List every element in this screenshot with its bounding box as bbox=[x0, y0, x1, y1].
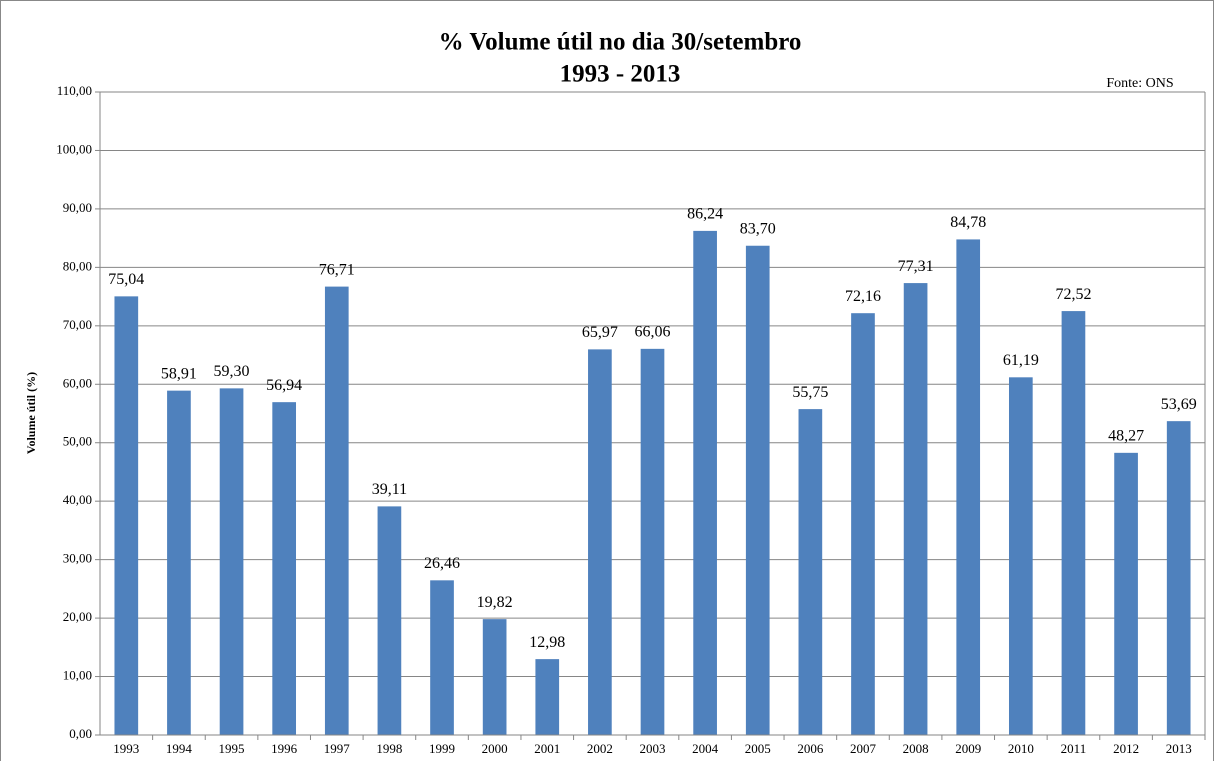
x-tick-label: 2008 bbox=[903, 741, 929, 756]
x-tick-label: 2003 bbox=[640, 741, 666, 756]
y-tick-label: 0,00 bbox=[69, 726, 92, 741]
x-tick-label: 2011 bbox=[1061, 741, 1087, 756]
y-tick-label: 40,00 bbox=[63, 492, 92, 507]
value-label: 39,11 bbox=[372, 481, 407, 498]
x-tick-label: 2010 bbox=[1008, 741, 1034, 756]
y-tick-label: 20,00 bbox=[63, 609, 92, 624]
y-tick-label: 100,00 bbox=[56, 141, 92, 156]
x-tick-label: 2001 bbox=[534, 741, 560, 756]
x-tick-label: 2009 bbox=[955, 741, 981, 756]
value-label: 84,78 bbox=[950, 214, 986, 231]
bar bbox=[482, 619, 507, 735]
source-note: Fonte: ONS bbox=[1106, 76, 1173, 91]
x-tick-label: 2002 bbox=[587, 741, 613, 756]
y-axis-label: Volume útil (%) bbox=[24, 372, 38, 454]
bar bbox=[640, 348, 665, 735]
value-label: 86,24 bbox=[687, 206, 723, 223]
value-label: 12,98 bbox=[529, 634, 565, 651]
bar bbox=[1114, 452, 1138, 735]
x-tick-label: 2006 bbox=[797, 741, 824, 756]
y-tick-label: 10,00 bbox=[63, 668, 92, 683]
bar bbox=[377, 506, 402, 735]
bar bbox=[272, 402, 297, 735]
x-tick-label: 2007 bbox=[850, 741, 877, 756]
value-label: 66,06 bbox=[635, 324, 671, 341]
bar bbox=[1008, 377, 1033, 735]
y-tick-label: 110,00 bbox=[57, 83, 92, 98]
value-label: 53,69 bbox=[1161, 396, 1197, 413]
x-tick-label: 2012 bbox=[1113, 741, 1139, 756]
y-tick-label: 80,00 bbox=[63, 258, 92, 273]
value-label: 59,30 bbox=[214, 363, 250, 380]
x-tick-label: 1996 bbox=[271, 741, 298, 756]
value-label: 58,91 bbox=[161, 365, 197, 382]
bar bbox=[903, 283, 928, 735]
bar bbox=[693, 230, 717, 735]
bar bbox=[956, 239, 981, 735]
y-tick-label: 30,00 bbox=[63, 551, 92, 566]
value-label: 76,71 bbox=[319, 261, 355, 278]
x-tick-label: 1999 bbox=[429, 741, 455, 756]
bar bbox=[1061, 311, 1086, 735]
value-label: 72,16 bbox=[845, 288, 881, 305]
y-tick-label: 70,00 bbox=[63, 317, 92, 332]
value-label: 72,52 bbox=[1055, 286, 1091, 303]
value-label: 75,04 bbox=[108, 271, 144, 288]
chart-subtitle: 1993 - 2013 bbox=[560, 61, 681, 88]
x-tick-label: 2005 bbox=[745, 741, 771, 756]
y-tick-label: 90,00 bbox=[63, 200, 92, 215]
value-label: 61,19 bbox=[1003, 352, 1039, 369]
value-label: 65,97 bbox=[582, 324, 618, 341]
bar bbox=[745, 245, 770, 735]
x-tick-label: 2013 bbox=[1166, 741, 1192, 756]
value-label: 55,75 bbox=[792, 384, 828, 401]
x-tick-label: 1994 bbox=[166, 741, 193, 756]
chart-title: % Volume útil no dia 30/setembro bbox=[439, 29, 802, 56]
bar bbox=[114, 296, 139, 735]
bar bbox=[851, 313, 875, 735]
value-label: 56,94 bbox=[266, 377, 302, 394]
value-label: 48,27 bbox=[1108, 428, 1144, 445]
bar bbox=[430, 580, 454, 735]
x-tick-label: 2004 bbox=[692, 741, 719, 756]
x-tick-label: 1997 bbox=[324, 741, 351, 756]
bar bbox=[588, 349, 612, 735]
bar bbox=[1166, 421, 1191, 735]
y-tick-label: 60,00 bbox=[63, 375, 92, 390]
value-label: 26,46 bbox=[424, 555, 460, 572]
y-tick-label: 50,00 bbox=[63, 434, 92, 449]
value-label: 19,82 bbox=[477, 594, 513, 611]
x-tick-label: 1995 bbox=[219, 741, 245, 756]
bar bbox=[219, 388, 244, 735]
bar bbox=[798, 409, 823, 735]
bar bbox=[324, 286, 349, 735]
bar bbox=[535, 659, 560, 735]
value-label: 83,70 bbox=[740, 220, 776, 237]
x-tick-label: 2000 bbox=[482, 741, 508, 756]
x-tick-label: 1993 bbox=[113, 741, 139, 756]
x-tick-label: 1998 bbox=[376, 741, 402, 756]
bar bbox=[167, 390, 191, 735]
value-label: 77,31 bbox=[898, 258, 934, 275]
